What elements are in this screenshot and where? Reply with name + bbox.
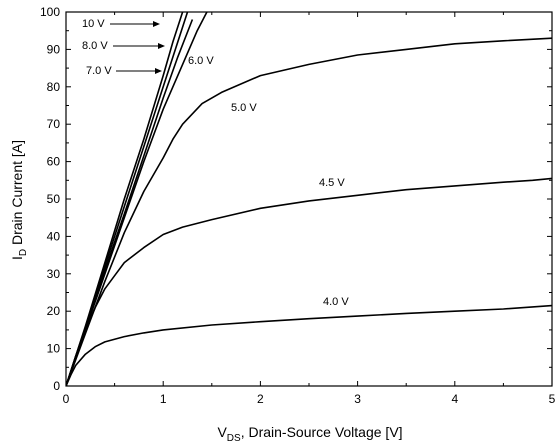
- series-line-40v: [66, 304, 552, 386]
- y-tick-label: 50: [47, 192, 61, 206]
- x-tick-label: 2: [257, 392, 264, 406]
- series-label: 7.0 V: [86, 65, 112, 77]
- series-label: 4.0 V: [323, 296, 349, 308]
- series-line-60v: [66, 12, 208, 386]
- x-axis-ticks: 0 1 2 3 4 5: [63, 12, 556, 406]
- y-tick-label: 70: [47, 117, 61, 131]
- series-label: 5.0 V: [231, 102, 257, 114]
- y-tick-label: 90: [47, 42, 61, 56]
- y-tick-label: 100: [40, 5, 60, 19]
- series-group: [66, 12, 552, 386]
- series-label: 6.0 V: [188, 55, 214, 67]
- y-tick-label: 10: [47, 342, 61, 356]
- label-arrow-head: [158, 43, 165, 49]
- y-tick-label: 30: [47, 267, 61, 281]
- x-tick-label: 1: [160, 392, 167, 406]
- x-tick-label: 4: [451, 392, 458, 406]
- y-tick-label: 20: [47, 304, 61, 318]
- y-axis-title: ID Drain Current [A]: [9, 140, 29, 260]
- x-axis-title: VDS, Drain-Source Voltage [V]: [217, 424, 402, 444]
- series-label: 10 V: [82, 18, 105, 30]
- series-label: 8.0 V: [82, 40, 108, 52]
- series-line-45v: [66, 177, 552, 386]
- series-line-50v: [66, 37, 552, 386]
- series-labels: 10 V 8.0 V 7.0 V 6.0 V 5.0 V 4.5 V 4.0 V: [82, 18, 349, 308]
- y-tick-label: 60: [47, 155, 61, 169]
- x-tick-label: 5: [549, 392, 556, 406]
- y-axis-ticks: 0 10 20 30 40 50 60 70 80 90 100: [40, 5, 552, 393]
- y-tick-label: 40: [47, 229, 61, 243]
- x-tick-label: 3: [354, 392, 361, 406]
- label-arrow-head: [153, 21, 160, 27]
- y-tick-label: 80: [47, 80, 61, 94]
- x-tick-label: 0: [63, 392, 70, 406]
- label-arrow-head: [155, 68, 162, 74]
- plot-frame: [65, 11, 553, 387]
- y-tick-label: 0: [53, 379, 60, 393]
- plot-area: [65, 11, 553, 387]
- series-label: 4.5 V: [319, 177, 345, 189]
